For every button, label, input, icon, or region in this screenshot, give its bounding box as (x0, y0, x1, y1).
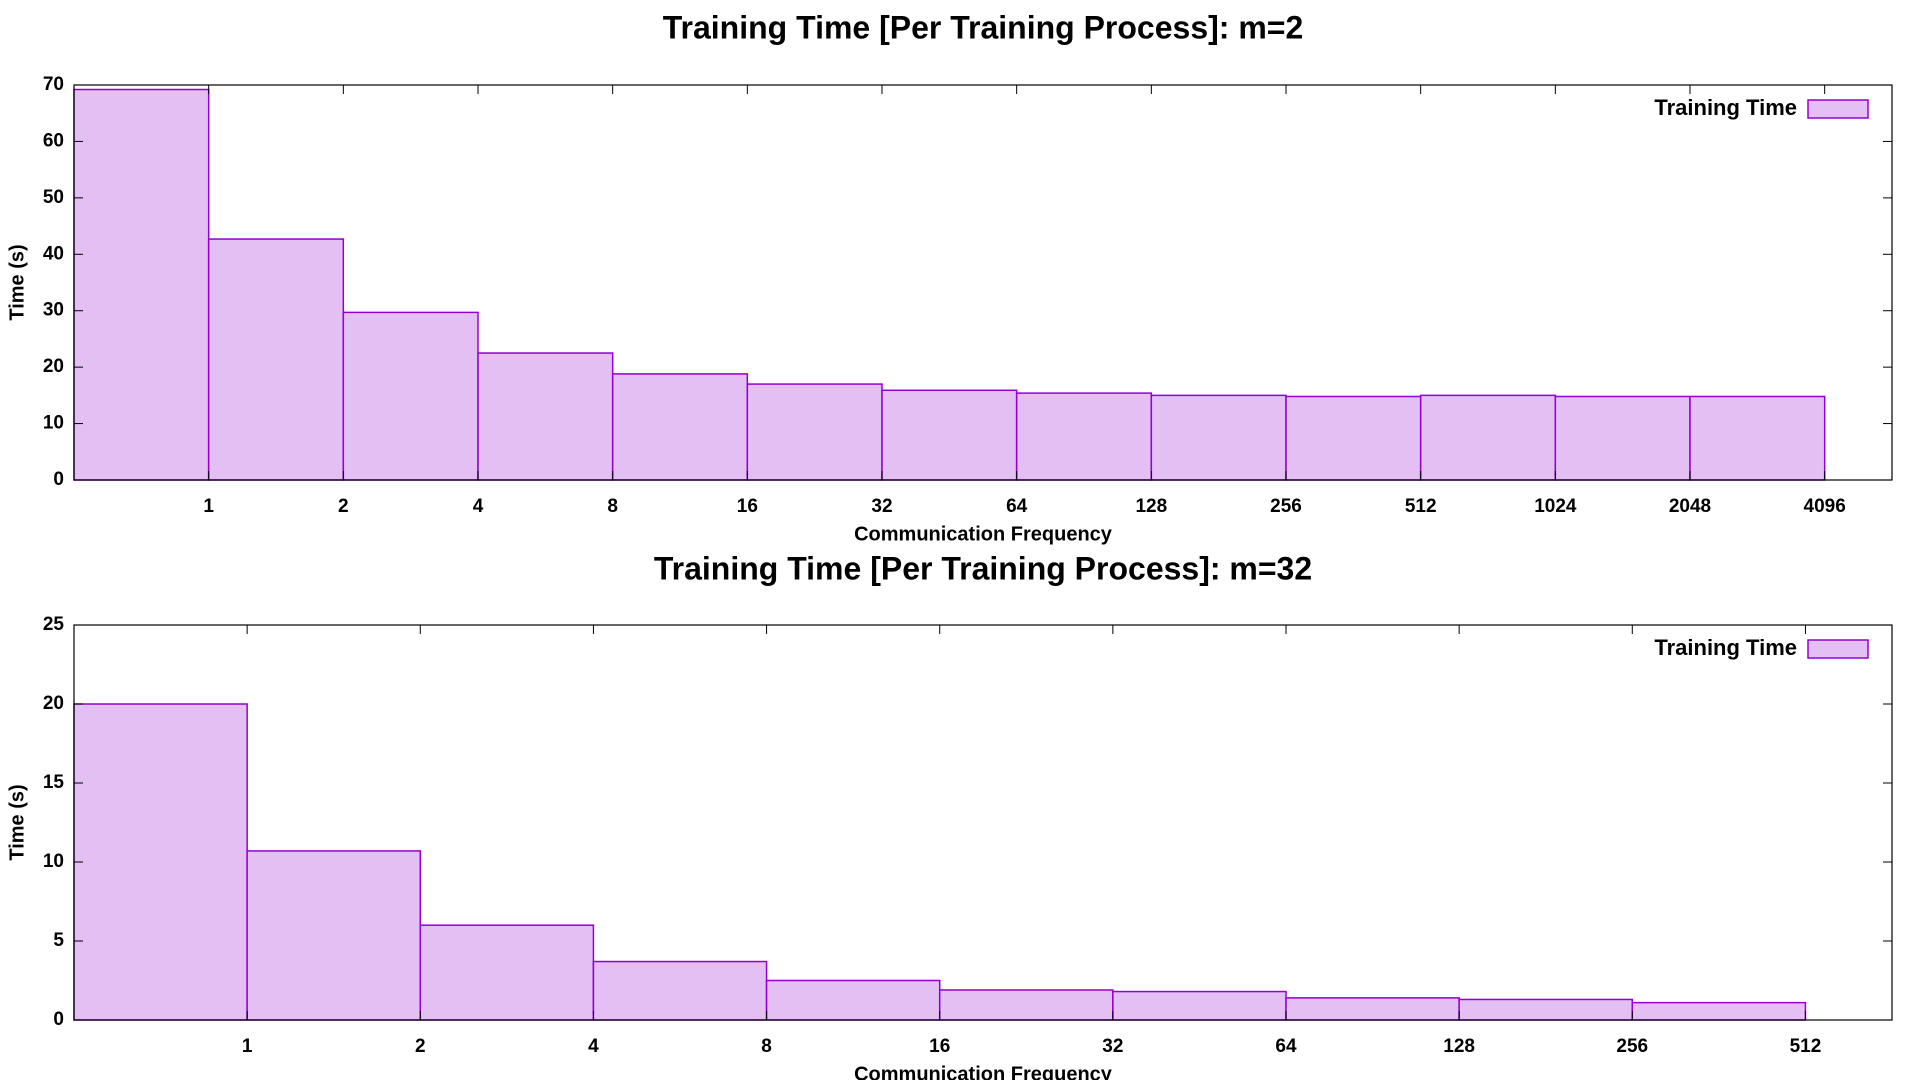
x-tick-label: 4 (588, 1036, 599, 1057)
x-tick-label: 16 (929, 1036, 950, 1057)
bar (1554, 395, 1691, 481)
bar (1631, 1001, 1807, 1021)
y-tick-label: 30 (43, 300, 64, 321)
y-tick-label: 70 (43, 74, 64, 95)
x-tick-label: 64 (1006, 496, 1028, 517)
plot-frame (73, 84, 1893, 481)
plot-frame (73, 624, 1893, 1021)
bar (746, 383, 883, 481)
y-tick-label: 15 (43, 772, 65, 793)
x-tick-label: 512 (1405, 496, 1437, 517)
bar (611, 373, 749, 481)
x-tick-label: 1 (203, 496, 214, 517)
bar (1015, 392, 1153, 481)
bar (938, 989, 1114, 1021)
x-tick-label: 8 (607, 496, 618, 517)
x-tick-label: 1024 (1534, 496, 1577, 517)
y-tick-label: 50 (43, 187, 64, 208)
bar (477, 352, 614, 481)
y-tick-label: 10 (43, 851, 64, 872)
x-tick-label: 8 (761, 1036, 772, 1057)
legend-label: Training Time (1654, 95, 1797, 120)
bar (1689, 395, 1826, 481)
x-tick-label: 1 (242, 1036, 253, 1057)
bar (207, 238, 345, 481)
bar (1112, 990, 1287, 1021)
x-tick-label: 512 (1790, 1036, 1822, 1057)
x-tick-label: 128 (1135, 496, 1167, 517)
y-tick-label: 60 (43, 130, 64, 151)
bar (1285, 997, 1460, 1021)
x-tick-label: 2 (338, 496, 349, 517)
legend-swatch (1807, 639, 1869, 659)
chart-title: Training Time [Per Training Process]: m=… (654, 550, 1312, 586)
bar (342, 311, 479, 481)
bar (1285, 395, 1422, 481)
bar (1419, 394, 1557, 481)
bar (419, 924, 595, 1021)
y-tick-label: 10 (43, 413, 64, 434)
y-tick-label: 20 (43, 693, 64, 714)
x-axis-label: Communication Frequency (854, 523, 1113, 545)
chart-title: Training Time [Per Training Process]: m=… (663, 9, 1304, 45)
legend-label: Training Time (1654, 635, 1797, 660)
y-tick-label: 20 (43, 356, 64, 377)
x-tick-label: 64 (1275, 1036, 1297, 1057)
x-tick-label: 32 (871, 496, 892, 517)
y-tick-label: 0 (53, 1009, 64, 1030)
x-tick-label: 256 (1616, 1036, 1648, 1057)
y-axis-label: Time (s) (6, 244, 28, 320)
x-tick-label: 256 (1270, 496, 1302, 517)
x-axis-label: Communication Frequency (854, 1063, 1113, 1080)
y-tick-label: 0 (53, 469, 64, 490)
bar (1458, 998, 1634, 1021)
x-tick-label: 2 (415, 1036, 426, 1057)
y-axis-label: Time (s) (6, 784, 28, 860)
x-tick-label: 16 (737, 496, 758, 517)
x-tick-label: 128 (1443, 1036, 1475, 1057)
bar (592, 960, 768, 1021)
bar (73, 88, 210, 481)
bar (1150, 394, 1287, 481)
bar (881, 389, 1018, 481)
bar (246, 850, 422, 1021)
y-tick-label: 40 (43, 243, 64, 264)
legend-swatch (1807, 99, 1869, 119)
y-tick-label: 5 (53, 930, 64, 951)
bar (73, 703, 248, 1021)
x-tick-label: 4096 (1804, 496, 1846, 517)
x-tick-label: 32 (1102, 1036, 1123, 1057)
y-tick-label: 25 (43, 614, 65, 635)
x-tick-label: 2048 (1669, 496, 1711, 517)
bar (765, 979, 941, 1021)
x-tick-label: 4 (473, 496, 484, 517)
